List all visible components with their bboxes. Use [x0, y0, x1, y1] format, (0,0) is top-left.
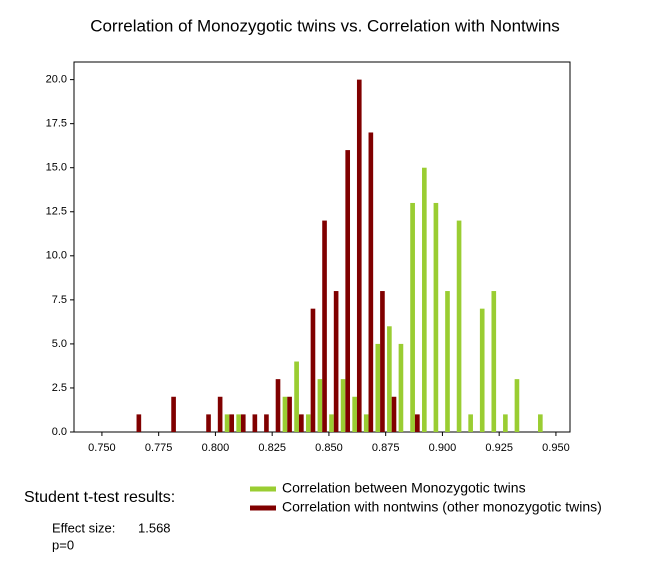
bar [217, 396, 223, 432]
bar [317, 379, 323, 432]
bar [224, 414, 230, 432]
bar [491, 291, 497, 432]
bar [503, 414, 508, 432]
bar [538, 414, 543, 432]
bar [368, 132, 374, 432]
bar [375, 343, 381, 432]
bar [264, 414, 269, 432]
chart-title: Correlation of Monozygotic twins vs. Cor… [90, 16, 560, 35]
effect-size-value: 1.568 [138, 520, 171, 535]
bar [414, 414, 420, 432]
x-tick-label: 0.950 [542, 442, 570, 454]
bar [240, 414, 246, 432]
bar [229, 414, 235, 432]
bar [136, 414, 142, 432]
bar [391, 396, 397, 432]
legend-label: Correlation between Monozygotic twins [282, 480, 526, 496]
bar [298, 414, 304, 432]
y-tick-label: 0.0 [52, 426, 67, 438]
y-tick-label: 15.0 [46, 162, 67, 174]
legend-label: Correlation with nontwins (other monozyg… [282, 499, 602, 515]
bar [514, 379, 520, 432]
bar [294, 361, 299, 432]
x-tick-label: 0.925 [485, 442, 513, 454]
y-tick-label: 2.5 [52, 382, 67, 394]
x-tick-label: 0.875 [372, 442, 400, 454]
p-value: p=0 [52, 537, 74, 552]
y-tick-label: 10.0 [46, 250, 67, 262]
bar [352, 396, 357, 432]
bar [236, 414, 241, 432]
bar [380, 291, 385, 432]
y-tick-label: 5.0 [52, 338, 67, 350]
bar [340, 379, 346, 432]
stats-heading: Student t-test results: [24, 489, 175, 506]
bar [422, 167, 427, 432]
x-tick-label: 0.775 [145, 442, 173, 454]
x-tick-label: 0.900 [429, 442, 457, 454]
bar [322, 220, 327, 432]
x-tick-label: 0.825 [258, 442, 286, 454]
y-tick-label: 12.5 [46, 206, 67, 218]
bar [329, 414, 334, 432]
x-tick-label: 0.750 [88, 442, 116, 454]
bar [252, 414, 258, 432]
bar [398, 343, 404, 432]
bar [433, 202, 439, 432]
bar [171, 396, 176, 432]
bar [206, 414, 211, 432]
x-tick-label: 0.850 [315, 442, 343, 454]
x-tick-label: 0.800 [202, 442, 230, 454]
bar [456, 220, 462, 432]
bar [282, 396, 288, 432]
bar [468, 414, 473, 432]
bar [287, 396, 292, 432]
bar [275, 379, 281, 432]
bar [345, 150, 351, 432]
y-tick-label: 20.0 [46, 74, 67, 86]
bar [410, 202, 415, 432]
bar [306, 414, 311, 432]
bar [333, 291, 339, 432]
bar [356, 79, 362, 432]
bar [310, 308, 316, 432]
bar [363, 414, 369, 432]
bar [479, 308, 485, 432]
bar [445, 291, 450, 432]
y-tick-label: 7.5 [52, 294, 67, 306]
effect-size-label: Effect size: [52, 520, 115, 535]
y-tick-label: 17.5 [46, 118, 67, 130]
bar [387, 326, 392, 432]
